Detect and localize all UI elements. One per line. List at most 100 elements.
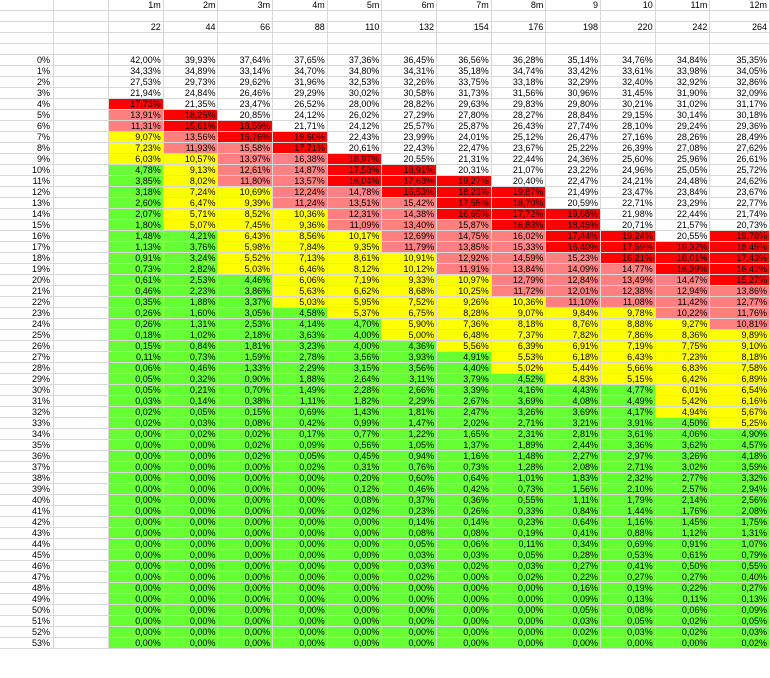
percent-cell[interactable]: 25,96% [655, 153, 711, 165]
percent-cell[interactable]: 0,00% [272, 472, 328, 484]
row-label-cell[interactable]: 26% [0, 340, 54, 352]
percent-cell[interactable]: 7,19% [600, 340, 656, 352]
percent-cell[interactable]: 0,00% [327, 615, 383, 627]
percent-cell[interactable]: 1,82% [327, 395, 383, 407]
empty-cell[interactable] [53, 98, 110, 110]
percent-cell[interactable]: 5,63% [272, 285, 328, 297]
percent-cell[interactable]: 1,76% [655, 505, 711, 517]
percent-cell[interactable]: 25,57% [381, 120, 438, 132]
percent-cell[interactable]: 1,31% [709, 527, 770, 539]
row-label-cell[interactable]: 18% [0, 252, 54, 264]
percent-cell[interactable]: 0,06% [436, 538, 492, 550]
empty-cell[interactable] [53, 362, 110, 374]
row-label-cell[interactable]: 12% [0, 186, 54, 198]
percent-cell[interactable]: 0,03% [108, 395, 164, 407]
empty-cell[interactable] [53, 32, 110, 44]
percent-cell[interactable]: 16,53% [381, 186, 438, 198]
percent-cell[interactable]: 0,94% [381, 450, 438, 462]
percent-cell[interactable]: 2,97% [600, 450, 656, 462]
percent-cell[interactable]: 6,43% [217, 230, 274, 242]
percent-cell[interactable]: 17,63% [381, 175, 438, 187]
percent-cell[interactable]: 5,90% [381, 318, 438, 330]
percent-cell[interactable]: 0,00% [491, 582, 547, 594]
percent-cell[interactable]: 0,02% [655, 626, 711, 638]
percent-cell[interactable]: 0,73% [436, 461, 492, 473]
percent-cell[interactable]: 2,81% [545, 428, 602, 440]
percent-cell[interactable]: 7,82% [545, 329, 602, 341]
empty-cell[interactable] [53, 186, 110, 198]
percent-cell[interactable]: 8,18% [491, 318, 547, 330]
percent-cell[interactable]: 3,18% [108, 186, 164, 198]
empty-cell[interactable] [381, 32, 438, 44]
percent-cell[interactable]: 0,36% [436, 494, 492, 506]
percent-cell[interactable]: 21,71% [272, 120, 328, 132]
empty-cell[interactable] [272, 32, 328, 44]
percent-cell[interactable]: 4,57% [709, 439, 770, 451]
percent-cell[interactable]: 32,09% [709, 87, 770, 99]
percent-cell[interactable]: 0,00% [217, 637, 274, 649]
count-cell[interactable]: 220 [600, 21, 656, 34]
percent-cell[interactable]: 2,14% [655, 494, 711, 506]
row-label-cell[interactable]: 21% [0, 285, 54, 297]
empty-cell[interactable] [53, 329, 110, 341]
percent-cell[interactable]: 3,59% [709, 461, 770, 473]
percent-cell[interactable]: 0,16% [545, 582, 602, 594]
column-header-cell[interactable]: 10 [600, 0, 656, 12]
percent-cell[interactable]: 0,00% [163, 593, 219, 605]
percent-cell[interactable]: 31,73% [436, 87, 492, 99]
percent-cell[interactable]: 1,45% [655, 516, 711, 528]
percent-cell[interactable]: 4,94% [655, 406, 711, 418]
empty-cell[interactable] [53, 450, 110, 462]
percent-cell[interactable]: 0,00% [108, 604, 164, 616]
percent-cell[interactable]: 31,90% [655, 87, 711, 99]
percent-cell[interactable]: 0,00% [163, 582, 219, 594]
row-label-cell[interactable]: 33% [0, 417, 54, 429]
percent-cell[interactable]: 12,24% [272, 186, 328, 198]
empty-cell[interactable] [53, 395, 110, 407]
percent-cell[interactable]: 3,56% [381, 362, 438, 374]
percent-cell[interactable]: 0,05% [163, 406, 219, 418]
percent-cell[interactable]: 4,90% [709, 428, 770, 440]
percent-cell[interactable]: 2,64% [327, 373, 383, 385]
percent-cell[interactable]: 0,00% [327, 582, 383, 594]
percent-cell[interactable]: 1,11% [545, 494, 602, 506]
percent-cell[interactable]: 0,00% [163, 472, 219, 484]
percent-cell[interactable]: 0,40% [709, 571, 770, 583]
percent-cell[interactable]: 0,38% [217, 395, 274, 407]
percent-cell[interactable]: 0,11% [491, 538, 547, 550]
percent-cell[interactable]: 7,19% [327, 274, 383, 286]
percent-cell[interactable]: 1,05% [381, 439, 438, 451]
percent-cell[interactable]: 6,91% [545, 340, 602, 352]
empty-cell[interactable] [381, 10, 438, 23]
empty-cell[interactable] [53, 241, 110, 253]
percent-cell[interactable]: 1,11% [272, 395, 328, 407]
percent-cell[interactable]: 5,07% [163, 219, 219, 231]
row-label-cell[interactable]: 46% [0, 560, 54, 572]
percent-cell[interactable]: 0,00% [108, 439, 164, 451]
empty-cell[interactable] [53, 527, 110, 539]
percent-cell[interactable]: 0,00% [436, 571, 492, 583]
percent-cell[interactable]: 0,00% [108, 428, 164, 440]
percent-cell[interactable]: 2,57% [655, 483, 711, 495]
percent-cell[interactable]: 6,42% [655, 373, 711, 385]
percent-cell[interactable]: 0,14% [163, 395, 219, 407]
empty-cell[interactable] [436, 43, 492, 55]
empty-cell[interactable] [53, 197, 110, 209]
percent-cell[interactable]: 0,00% [217, 472, 274, 484]
percent-cell[interactable]: 20,55% [381, 153, 438, 165]
percent-cell[interactable]: 3,05% [217, 307, 274, 319]
percent-cell[interactable]: 33,14% [217, 65, 274, 77]
percent-cell[interactable]: 9,07% [108, 131, 164, 143]
percent-cell[interactable]: 0,00% [163, 637, 219, 649]
percent-cell[interactable]: 1,88% [163, 296, 219, 308]
percent-cell[interactable]: 0,00% [327, 527, 383, 539]
percent-cell[interactable]: 4,50% [655, 417, 711, 429]
percent-cell[interactable]: 32,26% [381, 76, 438, 88]
percent-cell[interactable]: 4,14% [272, 318, 328, 330]
percent-cell[interactable]: 0,05% [709, 615, 770, 627]
percent-cell[interactable]: 0,05% [600, 615, 656, 627]
percent-cell[interactable]: 0,99% [327, 417, 383, 429]
empty-cell[interactable] [545, 43, 602, 55]
percent-cell[interactable]: 0,14% [436, 516, 492, 528]
percent-cell[interactable]: 3,86% [217, 285, 274, 297]
